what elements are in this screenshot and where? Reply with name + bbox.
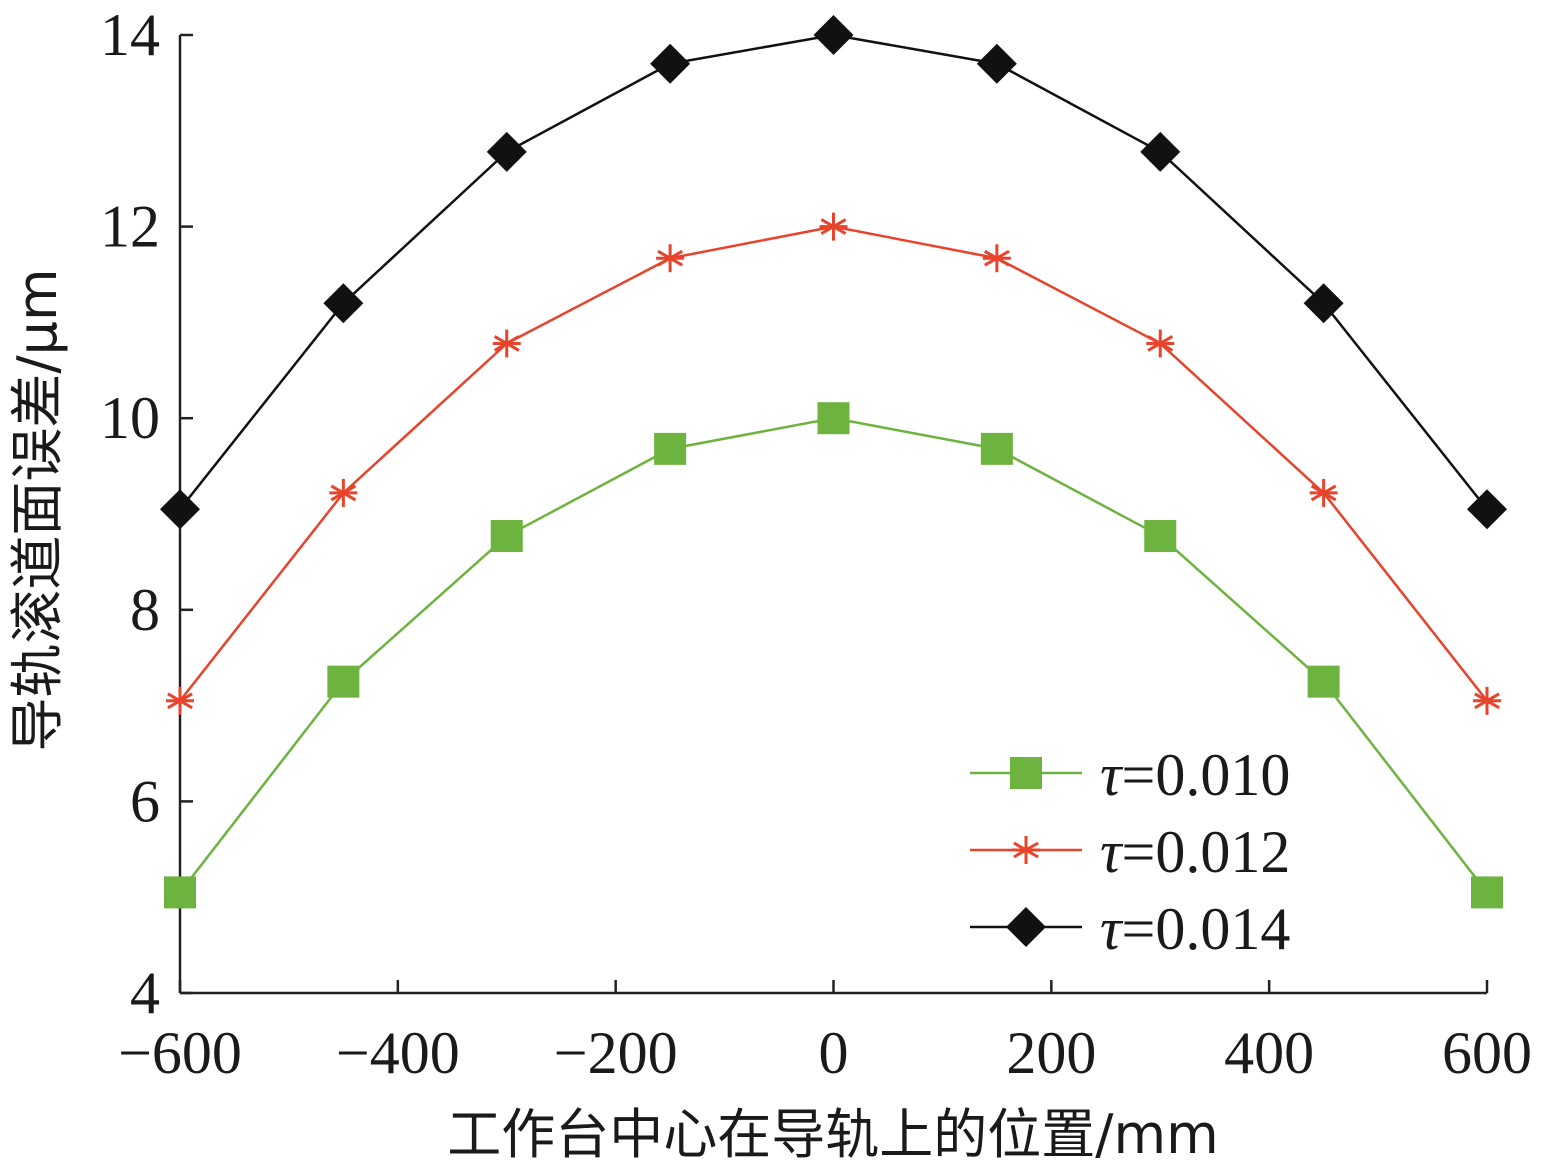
- x-tick-label: 0: [819, 1020, 849, 1086]
- data-point: [327, 665, 360, 698]
- data-point: [813, 15, 854, 55]
- x-tick-label: −600: [118, 1020, 242, 1086]
- data-point: [486, 131, 527, 172]
- legend-label: τ=0.012: [1100, 819, 1290, 885]
- data-point: [817, 402, 850, 435]
- legend-entry: τ=0.014: [970, 896, 1290, 962]
- data-point: [160, 489, 200, 530]
- legend-value: =0.010: [1121, 742, 1290, 808]
- data-point: [1309, 478, 1338, 507]
- legend-value: =0.012: [1121, 819, 1290, 885]
- data-point: [656, 244, 685, 273]
- data-point: [654, 432, 687, 465]
- legend-tau: τ: [1100, 819, 1124, 885]
- series-diamond: [160, 15, 1507, 530]
- legend-entry: τ=0.010: [970, 742, 1290, 808]
- y-axis-title: 导轨滚道面误差/μm: [6, 268, 69, 751]
- series-line: [179, 33, 1488, 510]
- legend-marker: [1010, 757, 1042, 789]
- series-layer: [160, 15, 1507, 909]
- legend-tau: τ: [1100, 896, 1124, 962]
- data-point: [650, 43, 691, 84]
- data-point: [492, 329, 521, 358]
- series-line: [179, 225, 1488, 702]
- y-tick-label: 14: [100, 2, 160, 68]
- data-point: [164, 876, 196, 909]
- series-line: [179, 416, 1488, 894]
- series-square: [164, 402, 1503, 909]
- x-tick-label: 400: [1224, 1020, 1314, 1086]
- data-point: [1467, 489, 1507, 530]
- series-asterisk: [166, 212, 1501, 715]
- legend-marker: [1012, 836, 1040, 864]
- data-point: [980, 432, 1013, 465]
- data-point: [490, 520, 523, 553]
- legend-entry: τ=0.012: [970, 819, 1290, 885]
- data-point: [1144, 520, 1177, 553]
- data-point: [1140, 131, 1181, 172]
- legend-marker: [1006, 907, 1046, 947]
- axes: −600 −400 −200 0 200 400 600 4 6 8 10 12 14: [100, 2, 1532, 1086]
- y-tick-label: 6: [130, 768, 160, 834]
- x-tick-label: −400: [336, 1020, 460, 1086]
- x-tick-label: 600: [1442, 1020, 1532, 1086]
- data-point: [1471, 876, 1503, 909]
- x-axis-title: 工作台中心在导轨上的位置/mm: [447, 1103, 1218, 1166]
- data-point: [329, 478, 358, 507]
- data-point: [819, 212, 848, 241]
- legend-label: τ=0.014: [1100, 896, 1290, 962]
- legend-label: τ=0.010: [1100, 742, 1290, 808]
- x-tick-label: 200: [1006, 1020, 1096, 1086]
- legend-value: =0.014: [1121, 896, 1290, 962]
- data-point: [323, 283, 364, 324]
- data-point: [1303, 283, 1344, 324]
- y-tick-label: 12: [100, 194, 160, 260]
- data-point: [166, 686, 194, 715]
- data-point: [1146, 329, 1175, 358]
- data-point: [1473, 686, 1501, 715]
- x-tick-label: −200: [554, 1020, 678, 1086]
- data-point: [1307, 665, 1340, 698]
- y-tick-label: 8: [130, 577, 160, 643]
- legend-tau: τ: [1100, 742, 1124, 808]
- y-tick-label: 10: [100, 385, 160, 451]
- data-point: [976, 43, 1017, 84]
- data-point: [982, 244, 1011, 273]
- y-tick-label: 4: [130, 960, 160, 1026]
